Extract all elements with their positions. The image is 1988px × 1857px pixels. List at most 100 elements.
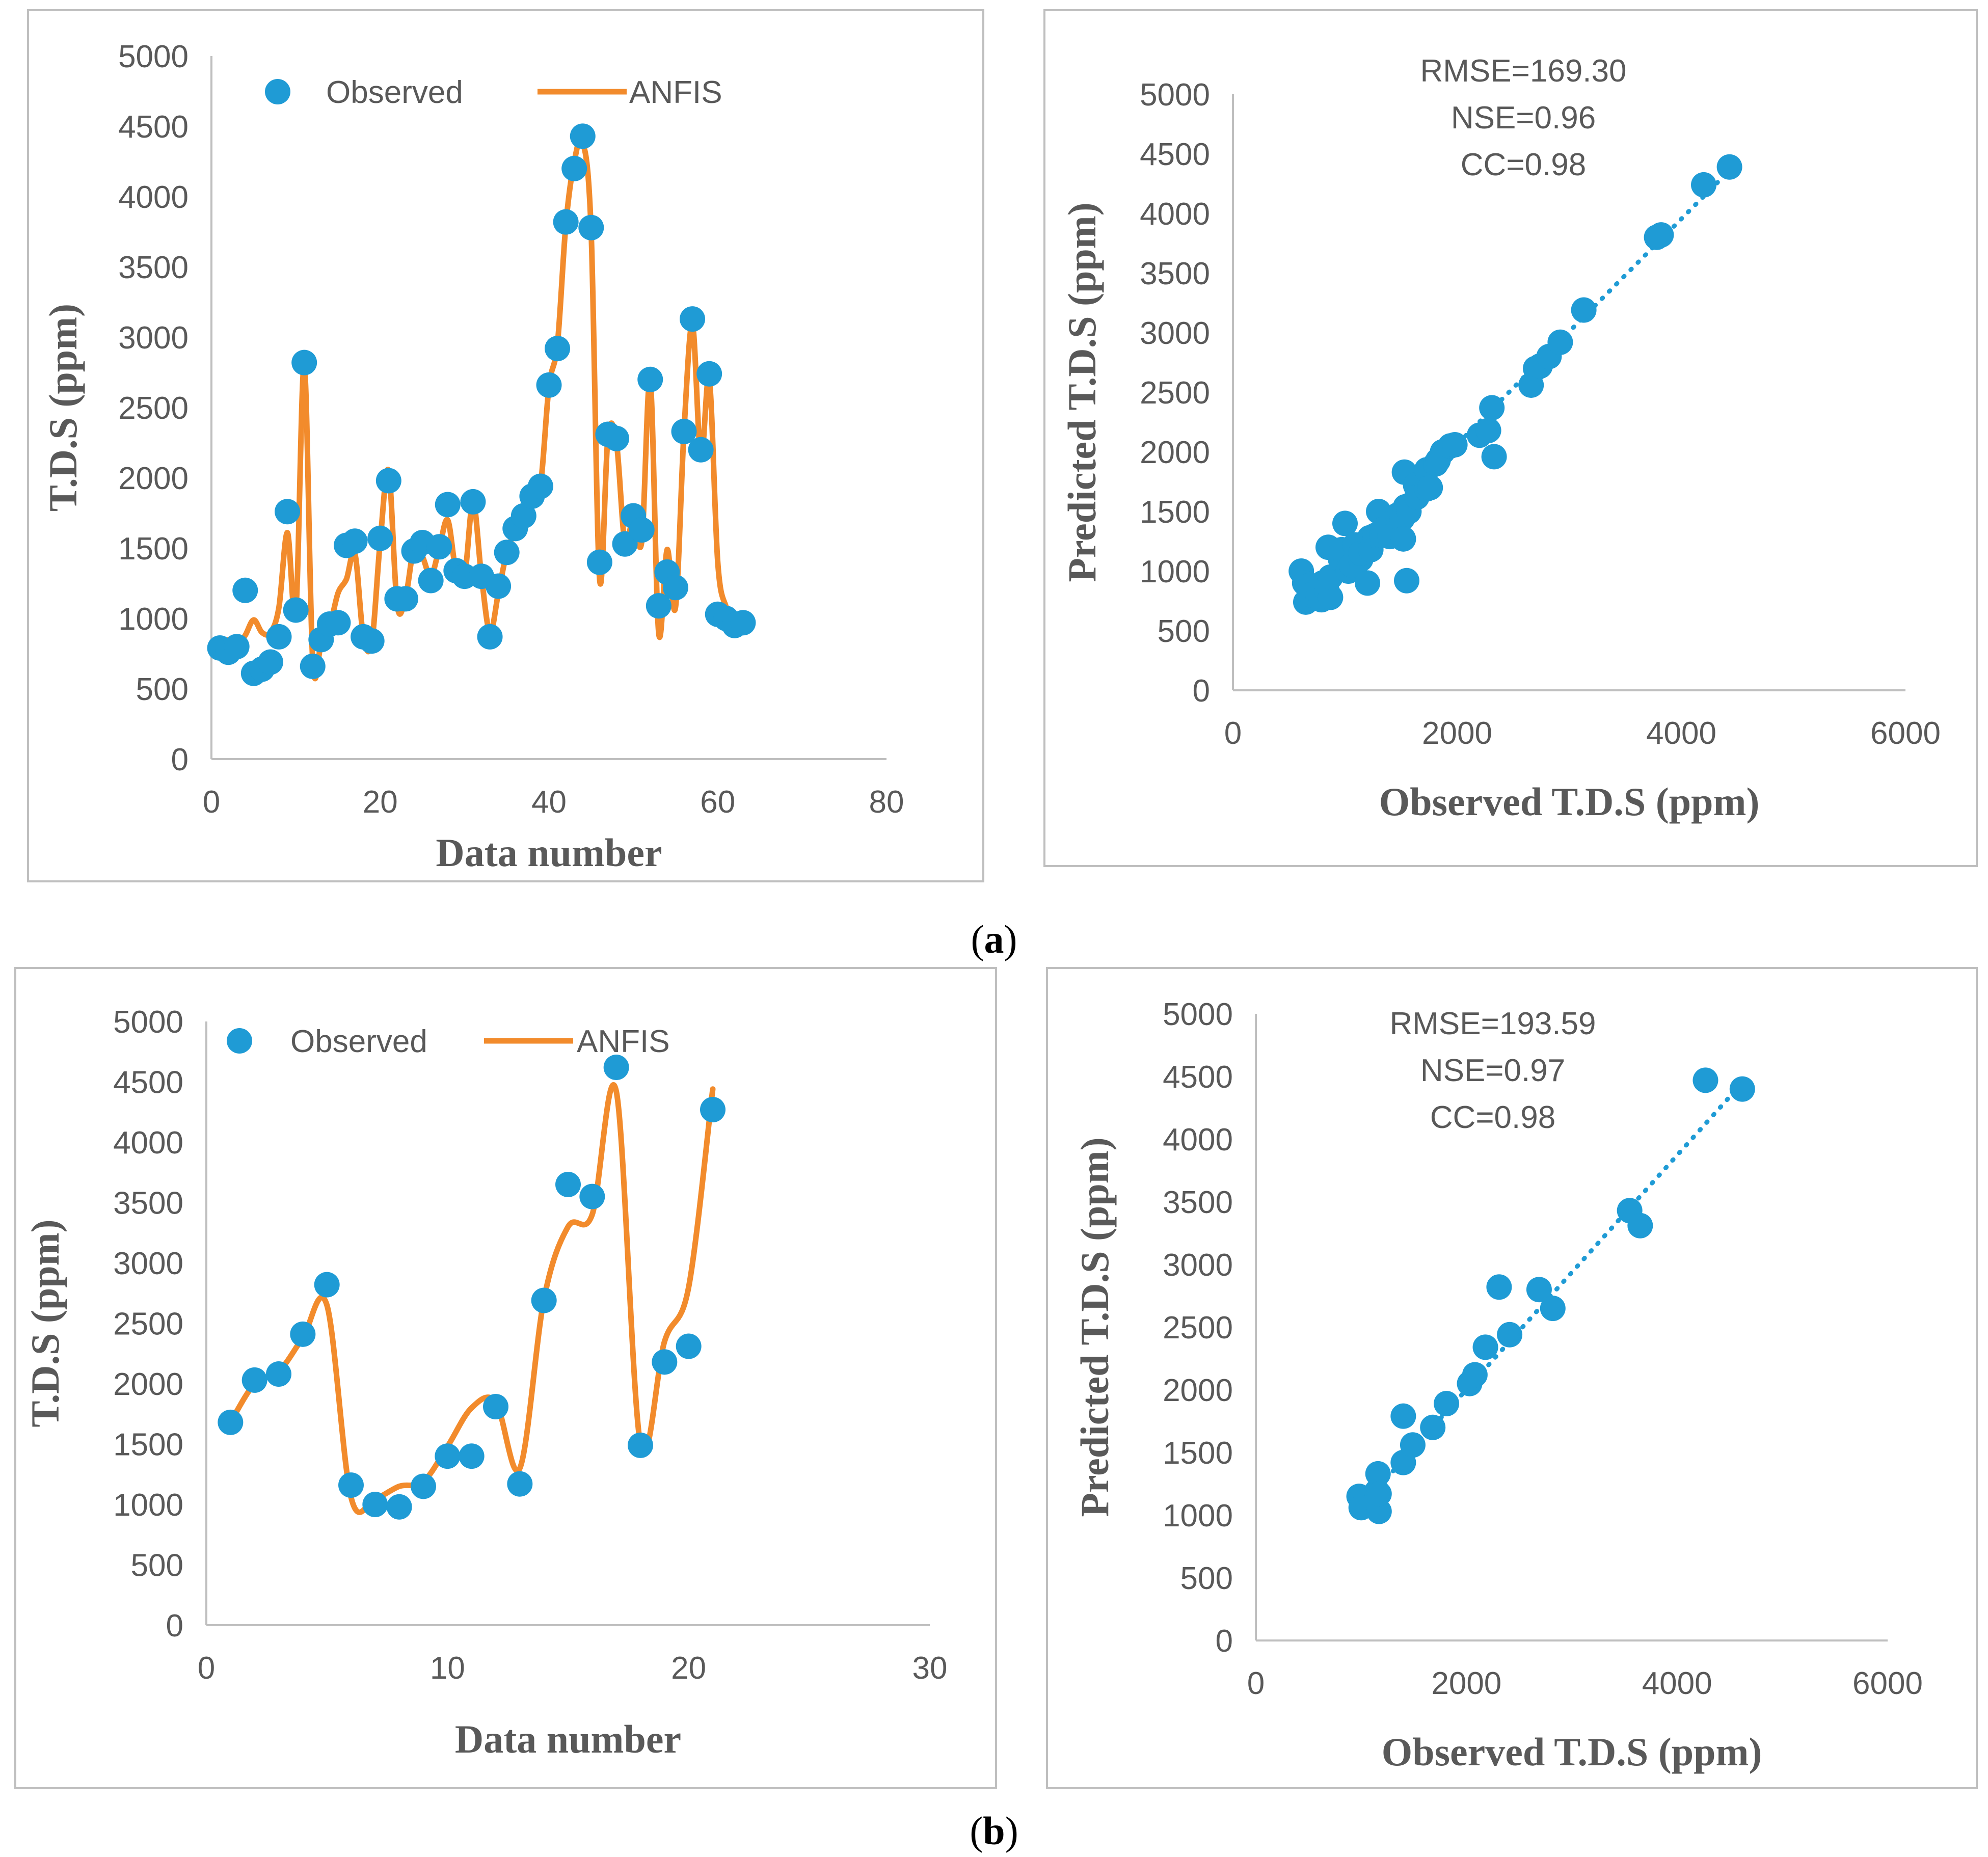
- observed-point: [300, 653, 326, 679]
- observed-point: [275, 499, 301, 525]
- y-tick-label: 1500: [1140, 495, 1210, 530]
- observed-point: [290, 1321, 316, 1347]
- caption-b-letter: b: [983, 1809, 1005, 1853]
- x-tick-label: 0: [1224, 716, 1242, 751]
- y-tick-label: 500: [1180, 1561, 1233, 1596]
- scatter-point: [1390, 526, 1416, 552]
- observed-point: [680, 306, 706, 332]
- scatter-point: [1547, 329, 1573, 355]
- y-tick-label: 3000: [118, 320, 189, 356]
- y-tick-label: 4500: [113, 1065, 183, 1100]
- observed-point: [342, 528, 368, 554]
- y-tick-label: 4000: [113, 1125, 183, 1161]
- observed-point: [359, 628, 385, 654]
- observed-point: [586, 549, 612, 575]
- y-tick-label: 5000: [118, 39, 189, 74]
- scatter-point: [1571, 297, 1597, 323]
- observed-point: [483, 1394, 508, 1420]
- observed-point: [612, 531, 638, 557]
- observed-point: [418, 568, 444, 594]
- x-tick-label: 4000: [1642, 1666, 1712, 1701]
- x-axis-title: Data number: [455, 1717, 681, 1761]
- observed-point: [531, 1287, 557, 1313]
- x-tick-label: 10: [430, 1651, 465, 1686]
- x-axis-title: Data number: [436, 830, 662, 875]
- observed-point: [362, 1492, 388, 1517]
- observed-point: [426, 534, 452, 560]
- observed-point: [459, 1443, 485, 1469]
- observed-point: [527, 473, 553, 499]
- observed-point: [314, 1272, 340, 1298]
- x-tick-label: 20: [671, 1651, 706, 1686]
- y-tick-label: 2500: [1140, 375, 1210, 411]
- x-tick-label: 6000: [1852, 1666, 1923, 1701]
- observed-point: [545, 336, 571, 362]
- x-tick-label: 4000: [1646, 716, 1716, 751]
- y-tick-label: 1500: [113, 1428, 183, 1463]
- y-tick-label: 2500: [113, 1307, 183, 1342]
- observed-point: [555, 1171, 581, 1197]
- scatter-point: [1716, 154, 1742, 180]
- y-tick-label: 1000: [113, 1488, 183, 1523]
- x-tick-label: 2000: [1431, 1666, 1501, 1701]
- legend-observed-label: Observed: [326, 75, 463, 110]
- panel-a-series-frame: [27, 9, 984, 882]
- y-tick-label: 500: [136, 672, 189, 707]
- y-tick-label: 1500: [118, 531, 189, 567]
- observed-point: [486, 573, 512, 599]
- observed-point: [646, 593, 671, 619]
- x-tick-label: 30: [912, 1651, 948, 1686]
- observed-point: [536, 372, 562, 398]
- y-tick-label: 0: [1193, 674, 1210, 709]
- x-axis-title: Observed T.D.S (ppm): [1382, 1730, 1762, 1774]
- observed-point: [561, 155, 587, 181]
- scatter-point: [1475, 417, 1501, 443]
- chart-b-series: 0 500 1000 1500 2000 2500 3000 3500 4000 4500 5000…: [23, 1005, 947, 1761]
- scatter-point: [1472, 1334, 1498, 1360]
- x-tick-label: 0: [203, 785, 220, 820]
- observed-point: [603, 1055, 629, 1081]
- observed-point: [266, 624, 292, 650]
- x-tick-label: 60: [700, 785, 735, 820]
- scatter-point: [1648, 222, 1674, 248]
- y-tick-label: 5000: [113, 1005, 183, 1040]
- scatter-point: [1332, 510, 1358, 536]
- y-tick-label: 1000: [1140, 554, 1210, 589]
- caption-b: (b): [970, 1809, 1018, 1853]
- observed-point: [224, 634, 250, 660]
- observed-point: [628, 1432, 653, 1458]
- y-tick-label: 1000: [1163, 1498, 1233, 1533]
- observed-point: [325, 610, 351, 636]
- observed-point: [511, 503, 536, 529]
- scatter-point: [1390, 1403, 1416, 1429]
- y-tick-label: 0: [171, 742, 189, 777]
- x-tick-label: 20: [363, 785, 398, 820]
- y-tick-label: 3500: [1140, 256, 1210, 291]
- observed-point: [338, 1472, 364, 1498]
- y-tick-label: 2000: [118, 461, 189, 496]
- y-tick-label: 500: [1158, 614, 1210, 649]
- observed-point: [477, 624, 503, 650]
- scatter-point: [1366, 1481, 1392, 1507]
- legend-observed-marker: [227, 1028, 252, 1054]
- x-tick-label: 0: [1247, 1666, 1265, 1701]
- stat-annotation: NSE=0.97: [1420, 1053, 1565, 1088]
- y-tick-label: 4500: [1163, 1060, 1233, 1095]
- scatter-point: [1729, 1076, 1755, 1102]
- scatter-point: [1691, 172, 1716, 198]
- legend-anfis-label: ANFIS: [577, 1024, 670, 1059]
- y-tick-label: 3500: [113, 1186, 183, 1221]
- observed-point: [676, 1333, 702, 1359]
- y-tick-label: 3500: [118, 250, 189, 285]
- y-tick-label: 3000: [1140, 316, 1210, 351]
- observed-point: [604, 425, 629, 451]
- stat-annotation: CC=0.98: [1461, 147, 1586, 182]
- y-tick-label: 2000: [1163, 1373, 1233, 1408]
- scatter-point: [1394, 568, 1419, 594]
- y-tick-label: 3000: [113, 1246, 183, 1281]
- legend-observed-label: Observed: [290, 1024, 427, 1059]
- observed-point: [435, 492, 461, 518]
- y-tick-label: 4000: [1163, 1122, 1233, 1158]
- observed-point: [652, 1349, 678, 1375]
- y-tick-label: 5000: [1140, 77, 1210, 113]
